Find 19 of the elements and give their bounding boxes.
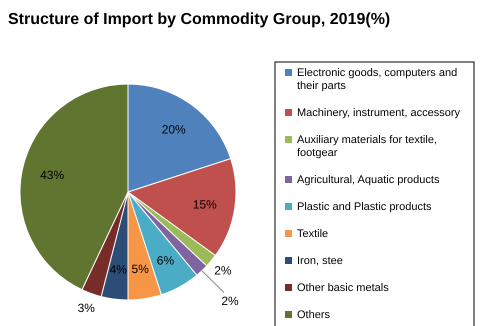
- chart-title: Structure of Import by Commodity Group, 2019(%): [8, 11, 390, 28]
- legend-label: Others: [297, 308, 331, 321]
- legend-label: Plastic and Plastic products: [297, 200, 432, 213]
- data-label: 2%: [221, 294, 240, 308]
- legend-label: Iron, stee: [297, 254, 343, 267]
- legend-label: Other basic metals: [297, 282, 390, 294]
- data-label: 20%: [162, 122, 186, 136]
- data-label: 3%: [78, 301, 96, 316]
- data-label: 4%: [110, 262, 128, 276]
- legend-label: Auxiliary materials for textile, footgear: [297, 134, 437, 159]
- data-label: 6%: [156, 253, 174, 268]
- legend-label: Machinery, instrument, accessory: [297, 106, 461, 119]
- data-label: 43%: [40, 168, 64, 182]
- legend-label: Electronic goods, computers and their parts: [297, 66, 458, 92]
- data-label: 5%: [131, 262, 150, 276]
- legend-label: Textile: [297, 228, 328, 240]
- legend-label: Agricultural, Aquatic products: [297, 174, 440, 186]
- data-label: 2%: [214, 264, 232, 278]
- data-label: 15%: [192, 197, 218, 212]
